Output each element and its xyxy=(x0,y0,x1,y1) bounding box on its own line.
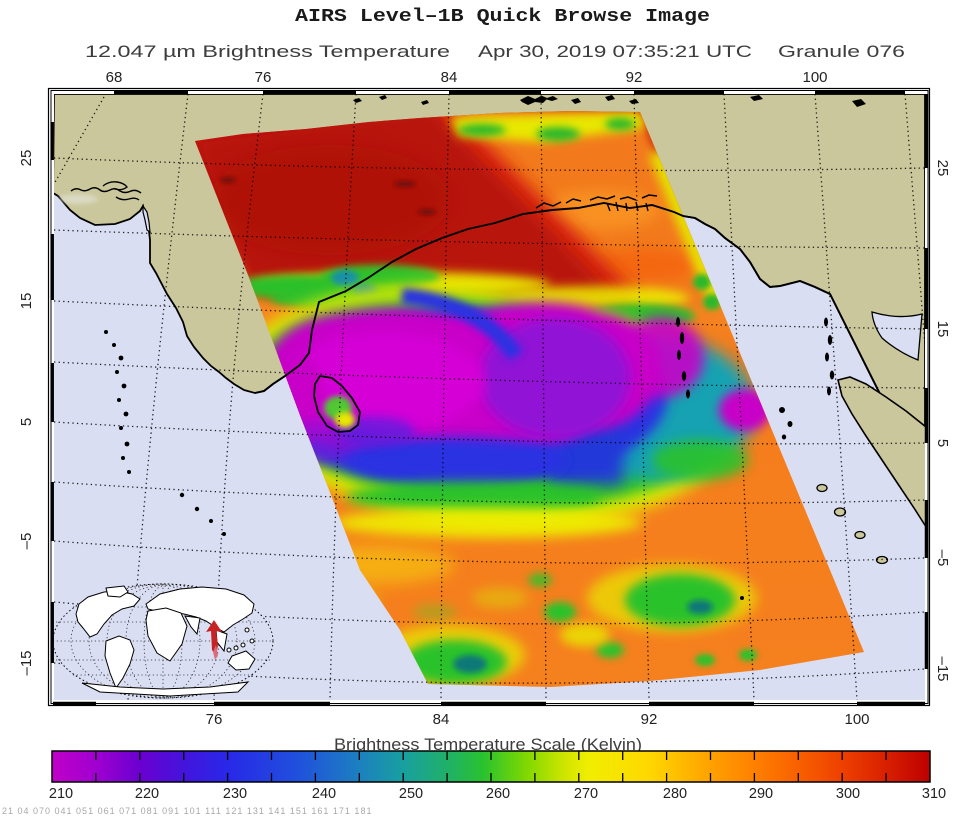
svg-text:–5: –5 xyxy=(934,550,951,567)
svg-text:5: 5 xyxy=(934,439,951,447)
svg-text:230: 230 xyxy=(223,786,247,802)
svg-text:Apr 30, 2019 07:35:21 UTC: Apr 30, 2019 07:35:21 UTC xyxy=(478,42,752,61)
svg-text:84: 84 xyxy=(441,69,458,86)
svg-text:Brightness Temperature Scale (: Brightness Temperature Scale (Kelvin) xyxy=(334,736,642,754)
svg-text:220: 220 xyxy=(135,786,159,802)
svg-text:25: 25 xyxy=(934,160,951,177)
svg-text:300: 300 xyxy=(836,786,860,802)
svg-text:310: 310 xyxy=(922,786,946,802)
svg-text:260: 260 xyxy=(486,786,510,802)
svg-text:290: 290 xyxy=(749,786,773,802)
svg-text:15: 15 xyxy=(18,293,35,310)
svg-text:76: 76 xyxy=(255,69,272,86)
svg-text:210: 210 xyxy=(49,786,73,802)
svg-text:25: 25 xyxy=(18,150,35,167)
svg-text:240: 240 xyxy=(312,786,336,802)
svg-text:76: 76 xyxy=(206,711,223,728)
svg-text:100: 100 xyxy=(844,711,869,728)
svg-text:–5: –5 xyxy=(18,533,35,550)
svg-text:250: 250 xyxy=(399,786,423,802)
svg-text:68: 68 xyxy=(106,69,123,86)
svg-text:Granule 076: Granule 076 xyxy=(778,42,905,61)
svg-text:12.047 µm Brightness Temperatu: 12.047 µm Brightness Temperature xyxy=(85,42,450,61)
svg-text:84: 84 xyxy=(433,711,450,728)
svg-text:15: 15 xyxy=(934,321,951,338)
svg-text:92: 92 xyxy=(626,69,643,86)
svg-text:280: 280 xyxy=(663,786,687,802)
svg-text:270: 270 xyxy=(574,786,598,802)
svg-text:5: 5 xyxy=(18,418,35,426)
svg-text:92: 92 xyxy=(641,711,658,728)
svg-text:21 04 070 041 051 061 071 081: 21 04 070 041 051 061 071 081 091 101 11… xyxy=(2,806,372,816)
svg-text:100: 100 xyxy=(802,69,827,86)
svg-text:–15: –15 xyxy=(18,650,35,675)
svg-text:–15: –15 xyxy=(934,656,951,681)
svg-text:AIRS Level–1B Quick Browse Ima: AIRS Level–1B Quick Browse Image xyxy=(295,7,710,27)
